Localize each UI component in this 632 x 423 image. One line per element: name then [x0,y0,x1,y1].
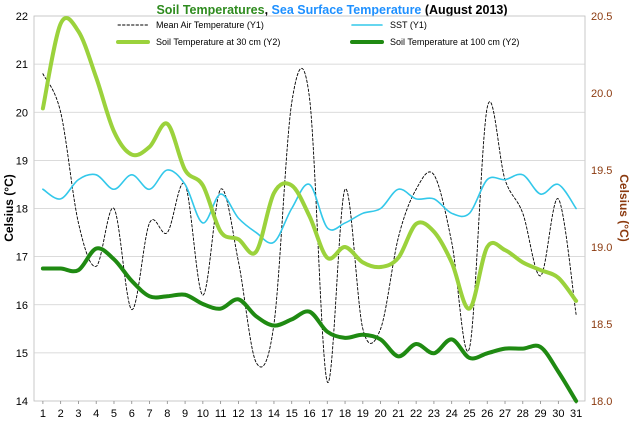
x-tick-label: 27 [499,408,511,420]
y2-tick-label: 20.0 [591,88,612,100]
series-air-temperature [42,68,577,383]
x-tick-label: 10 [197,408,209,420]
x-tick-label: 8 [164,408,170,420]
y-tick-label: 19 [16,155,28,167]
legend-label: Mean Air Temperature (Y1) [156,20,264,30]
x-tick-label: 18 [339,408,351,420]
series-lines [40,16,579,403]
x-tick-label: 14 [268,408,280,420]
legend-label: Soil Temperature at 100 cm (Y2) [390,37,519,47]
x-tick-label: 30 [552,408,564,420]
chart-title: Soil Temperatures, Sea Surface Temperatu… [156,3,507,17]
x-tick-label: 23 [428,408,440,420]
x-tick-label: 12 [232,408,244,420]
x-tick-label: 24 [446,408,458,420]
x-tick-label: 2 [58,408,64,420]
chart-title-part: , [265,3,272,17]
y-tick-label: 17 [16,252,28,264]
legend: Mean Air Temperature (Y1) SST (Y1) Soil Te… [116,20,519,47]
y-tick-label: 22 [16,11,28,23]
series-soil-100cm [40,246,579,403]
x-tick-label: 5 [111,408,117,420]
chart-title-part: (August 2013) [421,3,507,17]
x-tick-label: 21 [392,408,404,420]
legend-label: SST (Y1) [390,20,427,30]
y2-tick-label: 19.0 [591,242,612,254]
axes: 14151617181920212218.018.519.019.520.020… [16,11,613,420]
y-tick-label: 21 [16,59,28,71]
x-tick-label: 31 [570,408,582,420]
x-tick-label: 17 [321,408,333,420]
x-tick-label: 22 [410,408,422,420]
y-tick-label: 16 [16,300,28,312]
x-tick-label: 25 [463,408,475,420]
y-tick-label: 18 [16,204,28,216]
x-tick-label: 19 [357,408,369,420]
x-tick-label: 1 [40,408,46,420]
x-tick-label: 28 [517,408,529,420]
series-sst [42,169,577,244]
x-tick-label: 3 [75,408,81,420]
x-tick-label: 16 [303,408,315,420]
x-tick-label: 7 [146,408,152,420]
x-tick-label: 26 [481,408,493,420]
series-soil-30cm [40,16,579,311]
gridlines [33,15,586,402]
x-tick-label: 13 [250,408,262,420]
y-tick-label: 14 [16,396,28,408]
y-tick-label: 15 [16,348,28,360]
y-tick-label: 20 [16,107,28,119]
y2-tick-label: 18.0 [591,396,612,408]
y2-tick-label: 20.5 [591,11,612,23]
x-tick-label: 9 [182,408,188,420]
x-tick-label: 15 [286,408,298,420]
y2-tick-label: 19.5 [591,165,612,177]
y2-axis-title: Celsius (°C) [617,174,631,241]
x-tick-label: 20 [374,408,386,420]
chart-title-part: Soil Temperatures [156,3,264,17]
y-axis-title: Celsius (°C) [2,174,16,241]
y2-tick-label: 18.5 [591,319,612,331]
chart-title-part: Sea Surface Temperature [272,3,422,17]
x-tick-label: 6 [129,408,135,420]
x-tick-label: 29 [534,408,546,420]
x-tick-label: 4 [93,408,99,420]
x-tick-label: 11 [215,408,226,420]
legend-label: Soil Temperature at 30 cm (Y2) [156,37,280,47]
